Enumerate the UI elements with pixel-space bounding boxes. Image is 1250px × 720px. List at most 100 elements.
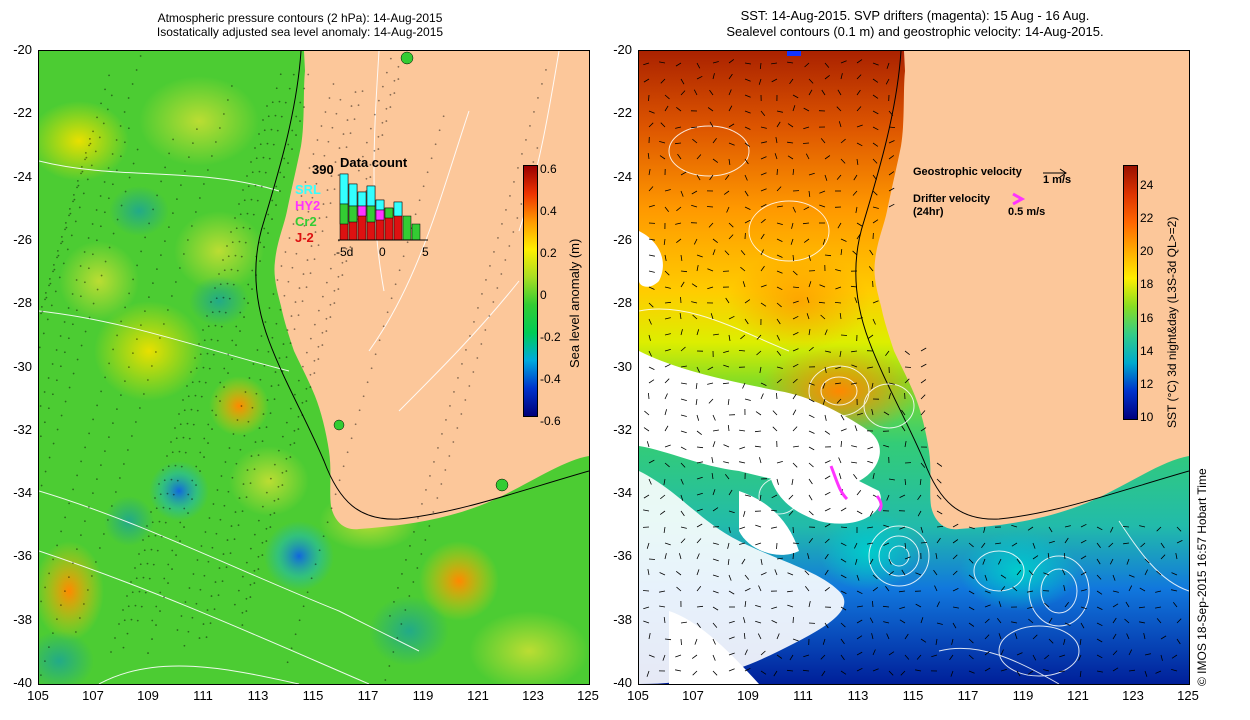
velocity-arrow [996, 618, 1002, 624]
track-dot [297, 379, 300, 382]
velocity-arrow [1011, 524, 1018, 528]
velocity-arrow [760, 249, 764, 256]
track-dot [533, 111, 535, 113]
velocity-arrow [968, 606, 975, 611]
velocity-arrow [696, 254, 703, 258]
track-dot [369, 163, 372, 166]
velocity-arrow [792, 206, 796, 213]
track-dot [198, 380, 201, 383]
track-dot [60, 242, 62, 245]
velocity-arrow [872, 668, 879, 672]
track-dot [240, 255, 243, 258]
track-dot [532, 161, 535, 163]
mission-legend-item: J-2 [295, 230, 314, 245]
track-dot [180, 465, 183, 468]
track-dot [388, 665, 391, 667]
track-dot [263, 364, 266, 367]
track-dot [171, 549, 174, 552]
track-dot [309, 386, 312, 388]
velocity-arrow [728, 105, 733, 112]
velocity-arrow [915, 572, 922, 576]
velocity-arrow [1063, 638, 1066, 645]
track-dot [198, 637, 201, 639]
track-dot [441, 433, 443, 435]
velocity-arrow [691, 654, 698, 659]
track-dot [445, 419, 447, 421]
velocity-arrow [696, 622, 701, 629]
velocity-arrow [968, 526, 975, 530]
velocity-arrow [760, 172, 767, 176]
track-dot [424, 539, 427, 541]
velocity-arrow [776, 168, 778, 176]
track-dot [195, 602, 198, 605]
track-dot [276, 279, 279, 281]
track-dot [46, 318, 49, 321]
track-dot [190, 371, 192, 373]
velocity-arrow [664, 638, 672, 641]
track-dot [227, 372, 229, 374]
velocity-arrow [712, 670, 718, 676]
velocity-arrow [680, 414, 687, 417]
velocity-arrow [1078, 654, 1082, 661]
track-dot [250, 198, 253, 201]
velocity-arrow [792, 638, 799, 642]
track-dot [215, 414, 217, 416]
velocity-arrow [856, 651, 863, 656]
velocity-arrow [648, 238, 655, 241]
track-dot [207, 442, 209, 444]
track-dot [501, 223, 503, 225]
velocity-arrow [727, 558, 730, 565]
track-dot [283, 176, 285, 178]
velocity-arrow [840, 238, 847, 242]
velocity-arrow [755, 605, 762, 608]
track-dot [536, 147, 539, 149]
track-dot [175, 437, 178, 440]
track-dot [333, 302, 336, 304]
velocity-arrow [917, 510, 922, 517]
velocity-arrow [696, 569, 700, 576]
track-dot [112, 422, 114, 425]
track-dot [484, 329, 487, 331]
velocity-arrow [664, 542, 671, 546]
track-dot [472, 371, 475, 373]
sla-map[interactable] [38, 50, 590, 685]
track-dot [228, 447, 231, 449]
velocity-arrow [680, 430, 687, 434]
track-dot [294, 301, 297, 303]
velocity-arrow [888, 393, 891, 400]
track-dot [71, 293, 74, 295]
velocity-arrow [679, 553, 682, 560]
track-dot [187, 493, 190, 496]
velocity-arrow [1048, 540, 1055, 544]
velocity-arrow [742, 281, 746, 288]
colorbar-tick-label: 0.4 [540, 204, 557, 218]
velocity-arrow [791, 222, 794, 229]
track-dot [224, 311, 227, 314]
velocity-arrow [920, 363, 927, 368]
x-tick-label: 119 [412, 688, 434, 703]
track-dot [267, 213, 270, 216]
track-dot [158, 520, 161, 523]
velocity-arrow [898, 590, 906, 593]
track-dot [513, 181, 515, 183]
track-dot [136, 338, 138, 341]
track-dot [312, 153, 315, 155]
track-dot [171, 451, 174, 454]
track-dot [259, 260, 261, 262]
track-dot [122, 646, 125, 649]
track-dot [272, 293, 275, 295]
sst-map[interactable] [638, 50, 1190, 685]
track-dot [290, 647, 293, 650]
track-dot [254, 441, 257, 443]
velocity-arrow [869, 558, 874, 565]
track-dot [317, 244, 320, 247]
track-dot [342, 465, 345, 468]
velocity-arrow [756, 334, 762, 340]
velocity-arrow [1140, 542, 1146, 548]
track-dot [377, 148, 380, 150]
velocity-arrow [708, 222, 714, 228]
track-dot [51, 363, 54, 365]
track-dot [321, 230, 324, 233]
velocity-arrow [760, 156, 767, 160]
track-dot [309, 272, 312, 275]
